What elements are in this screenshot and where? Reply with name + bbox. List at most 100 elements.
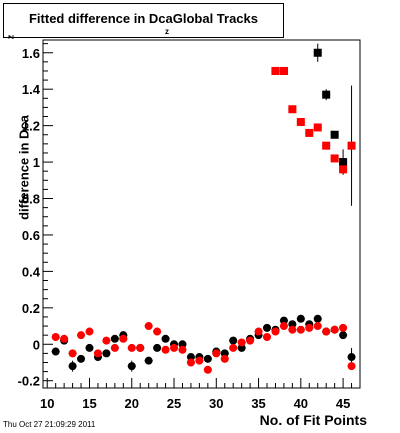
data-point — [127, 362, 136, 371]
data-point — [296, 325, 305, 334]
x-tick-label: 25 — [167, 396, 181, 411]
plot-frame — [42, 39, 361, 389]
data-point — [51, 347, 60, 356]
data-point — [279, 322, 288, 331]
data-point — [212, 349, 221, 358]
data-point — [237, 343, 246, 352]
x-axis-label: No. of Fit Points — [259, 412, 367, 428]
data-marks — [51, 43, 356, 374]
data-point — [136, 343, 145, 352]
data-point-square — [313, 123, 322, 132]
data-point — [153, 327, 162, 336]
data-point-square — [330, 130, 339, 139]
data-point-square — [322, 90, 331, 99]
timestamp: Thu Oct 27 21:09:29 2011 — [3, 420, 96, 429]
data-point — [288, 320, 297, 329]
data-point — [347, 362, 356, 371]
data-point — [178, 340, 187, 349]
data-point — [144, 322, 153, 331]
data-point — [110, 343, 119, 352]
data-point — [339, 331, 348, 340]
data-point — [246, 336, 255, 345]
data-point-square — [339, 158, 348, 167]
x-tick-label: 10 — [40, 396, 54, 411]
series — [271, 66, 356, 206]
data-point — [77, 331, 86, 340]
x-tick-label: 40 — [294, 396, 308, 411]
y-tick-label: 0.4 — [22, 264, 41, 279]
data-point-square — [347, 141, 356, 150]
data-point — [313, 314, 322, 323]
data-point — [186, 358, 195, 367]
data-point — [296, 314, 305, 323]
data-point-square — [279, 66, 288, 75]
y-tick-label: 1.2 — [22, 119, 40, 134]
y-tick-label: 1.6 — [22, 46, 40, 61]
data-point-square — [322, 141, 331, 150]
x-tick-label: 20 — [125, 396, 139, 411]
title-box: Fitted difference in DcaGlobal Tracks z — [3, 3, 284, 38]
data-point — [195, 356, 204, 365]
x-tick-label: 15 — [82, 396, 96, 411]
data-point — [110, 334, 119, 343]
data-point — [127, 343, 136, 352]
axes: 10 15 20 25 30 35 40 45 -0.2 0 0.2 0.4 0.6 0.8 1 1.2 1.4… — [18, 39, 361, 411]
x-tick-label: 45 — [336, 396, 350, 411]
data-point-square — [288, 105, 297, 114]
data-point — [178, 345, 187, 354]
chart-title-subscript: z — [165, 27, 169, 36]
series — [51, 314, 356, 372]
data-point-square — [339, 165, 348, 174]
chart-title: Fitted difference in DcaGlobal Tracks — [4, 11, 283, 26]
y-tick-label: 0.8 — [22, 192, 40, 207]
data-point — [161, 345, 170, 354]
data-point — [102, 336, 111, 345]
data-point — [144, 356, 153, 365]
data-point — [254, 327, 263, 336]
data-point — [229, 336, 238, 345]
data-point — [330, 325, 339, 334]
data-point — [85, 343, 94, 352]
data-point — [322, 327, 331, 336]
data-point — [153, 343, 162, 352]
data-point — [313, 322, 322, 331]
x-tick-label: 35 — [251, 396, 265, 411]
data-point — [305, 323, 314, 332]
data-point-square — [305, 128, 314, 137]
data-point — [68, 362, 77, 371]
chart-title-suffix: Global Tracks — [172, 11, 258, 26]
data-point — [279, 316, 288, 325]
y-tick-label: 1.4 — [22, 82, 41, 97]
data-point — [271, 327, 280, 336]
data-point-square — [313, 48, 322, 57]
data-point — [51, 332, 60, 341]
x-tick-label: 30 — [209, 396, 223, 411]
data-point — [60, 334, 69, 343]
data-point — [347, 353, 356, 362]
data-point — [220, 354, 229, 363]
data-point — [170, 343, 179, 352]
data-point-square — [296, 117, 305, 126]
chart-title-main: Fitted difference in Dca — [28, 11, 173, 26]
data-point — [161, 334, 170, 343]
y-tick-label: 0 — [33, 337, 40, 352]
y-tick-label: 1 — [33, 155, 40, 170]
data-point — [119, 334, 128, 343]
data-point — [203, 354, 212, 363]
data-point — [102, 349, 111, 358]
data-point-square — [271, 66, 280, 75]
data-point — [203, 365, 212, 374]
data-point — [263, 332, 272, 341]
y-tick-label: 0.6 — [22, 228, 40, 243]
data-point — [68, 349, 77, 358]
series — [51, 322, 356, 374]
data-point — [288, 325, 297, 334]
data-point — [77, 354, 86, 363]
data-point — [237, 338, 246, 347]
data-point — [220, 349, 229, 358]
data-point — [186, 353, 195, 362]
y-tick-label: 0.2 — [22, 301, 40, 316]
data-point — [229, 343, 238, 352]
y-axis-label-superscript: z — [5, 34, 16, 40]
